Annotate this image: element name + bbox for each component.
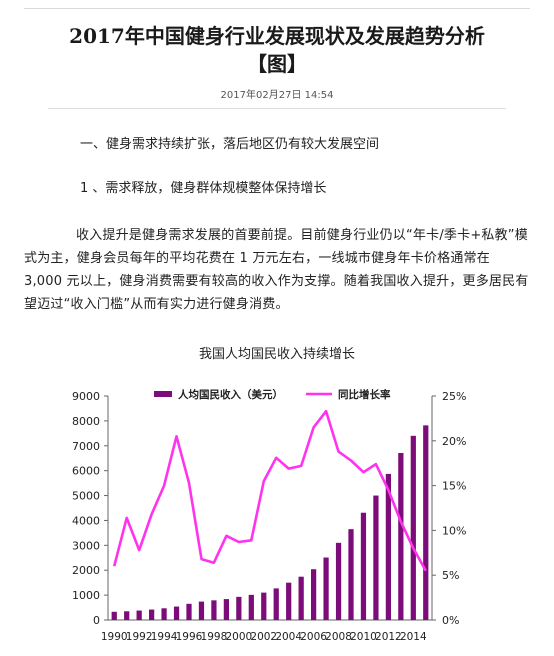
right-axis-tick-label: 10% xyxy=(442,524,466,537)
right-axis-tick-label: 0% xyxy=(442,614,459,627)
right-axis-tick-label: 5% xyxy=(442,569,459,582)
left-axis-tick-label: 5000 xyxy=(72,490,100,503)
income-bar xyxy=(111,611,117,620)
income-bar xyxy=(223,599,230,620)
legend-label-growth: 同比增长率 xyxy=(338,388,391,401)
x-axis-tick-label: 2000 xyxy=(225,631,252,643)
x-axis-tick-label: 1996 xyxy=(176,631,203,643)
income-bar xyxy=(161,608,167,620)
left-axis-tick-label: 7000 xyxy=(72,440,100,453)
right-axis-tick-label: 25% xyxy=(442,390,466,403)
income-bar xyxy=(360,512,367,620)
x-axis-tick-label: 2014 xyxy=(400,631,427,643)
right-axis-tick-label: 20% xyxy=(442,435,466,448)
income-bar xyxy=(248,594,254,620)
left-axis-tick-label: 1000 xyxy=(72,589,100,602)
right-axis-tick-label: 15% xyxy=(442,480,466,493)
income-bar xyxy=(198,601,205,620)
left-axis-tick-label: 3000 xyxy=(72,539,100,552)
legend-label-income: 人均国民收入（美元） xyxy=(178,388,283,401)
income-bar xyxy=(148,609,155,620)
left-axis-tick-label: 9000 xyxy=(72,390,100,403)
income-bar xyxy=(385,473,392,620)
title-divider xyxy=(48,108,506,109)
income-bar xyxy=(310,569,317,620)
top-divider xyxy=(24,8,530,9)
body-paragraph: 收入提升是健身需求发展的首要前提。目前健身行业仍以“年卡/季卡+私教”模式为主，… xyxy=(24,228,529,312)
chart-title: 我国人均国民收入持续增长 xyxy=(198,347,355,362)
income-bar xyxy=(124,611,130,620)
subsection-heading: 1 、需求释放，健身群体规模整体保持增长 xyxy=(80,181,327,196)
income-bar xyxy=(298,576,304,620)
x-axis-tick-label: 2004 xyxy=(275,631,302,643)
income-bar xyxy=(236,596,242,620)
x-axis-tick-label: 1992 xyxy=(126,631,153,643)
income-bar xyxy=(323,557,329,620)
income-bar xyxy=(410,435,416,620)
left-axis-tick-label: 6000 xyxy=(72,465,100,478)
left-axis-tick-label: 0 xyxy=(93,614,100,627)
income-bar xyxy=(348,529,354,620)
article-title-line2: 【图】 xyxy=(247,52,307,76)
article-title-line1: 2017年中国健身行业发展现状及发展趋势分析 xyxy=(69,24,485,48)
section-heading: 一、健身需求持续扩张，落后地区仍有较大发展空间 xyxy=(80,137,380,152)
article-title: 2017年中国健身行业发展现状及发展趋势分析 【图】 xyxy=(0,22,554,78)
left-axis-tick-label: 8000 xyxy=(72,415,100,428)
income-bar xyxy=(398,452,404,620)
growth-rate-line xyxy=(112,409,427,572)
x-axis-tick-label: 2006 xyxy=(300,631,327,643)
x-axis-tick-label: 2010 xyxy=(350,631,377,643)
income-bar xyxy=(286,582,292,620)
income-bar xyxy=(373,495,379,620)
x-axis-tick-label: 1994 xyxy=(151,631,178,643)
income-bar xyxy=(186,603,192,620)
x-axis-tick-label: 2008 xyxy=(325,631,352,643)
income-bar xyxy=(423,425,429,620)
x-axis-tick-label: 1990 xyxy=(101,631,128,643)
x-axis-tick-label: 2012 xyxy=(375,631,402,643)
legend-swatch-income xyxy=(154,391,172,397)
income-bar xyxy=(335,542,342,620)
publish-date: 2017年02月27日 14:54 xyxy=(220,90,334,101)
income-bar xyxy=(261,592,267,620)
x-axis-tick-label: 2002 xyxy=(250,631,277,643)
left-axis-tick-label: 2000 xyxy=(72,564,100,577)
income-bar xyxy=(136,610,142,620)
income-bar xyxy=(273,588,279,620)
income-bar xyxy=(211,600,217,620)
x-axis-tick-label: 1998 xyxy=(201,631,228,643)
left-axis-tick-label: 4000 xyxy=(72,514,100,527)
income-bar xyxy=(173,606,180,620)
